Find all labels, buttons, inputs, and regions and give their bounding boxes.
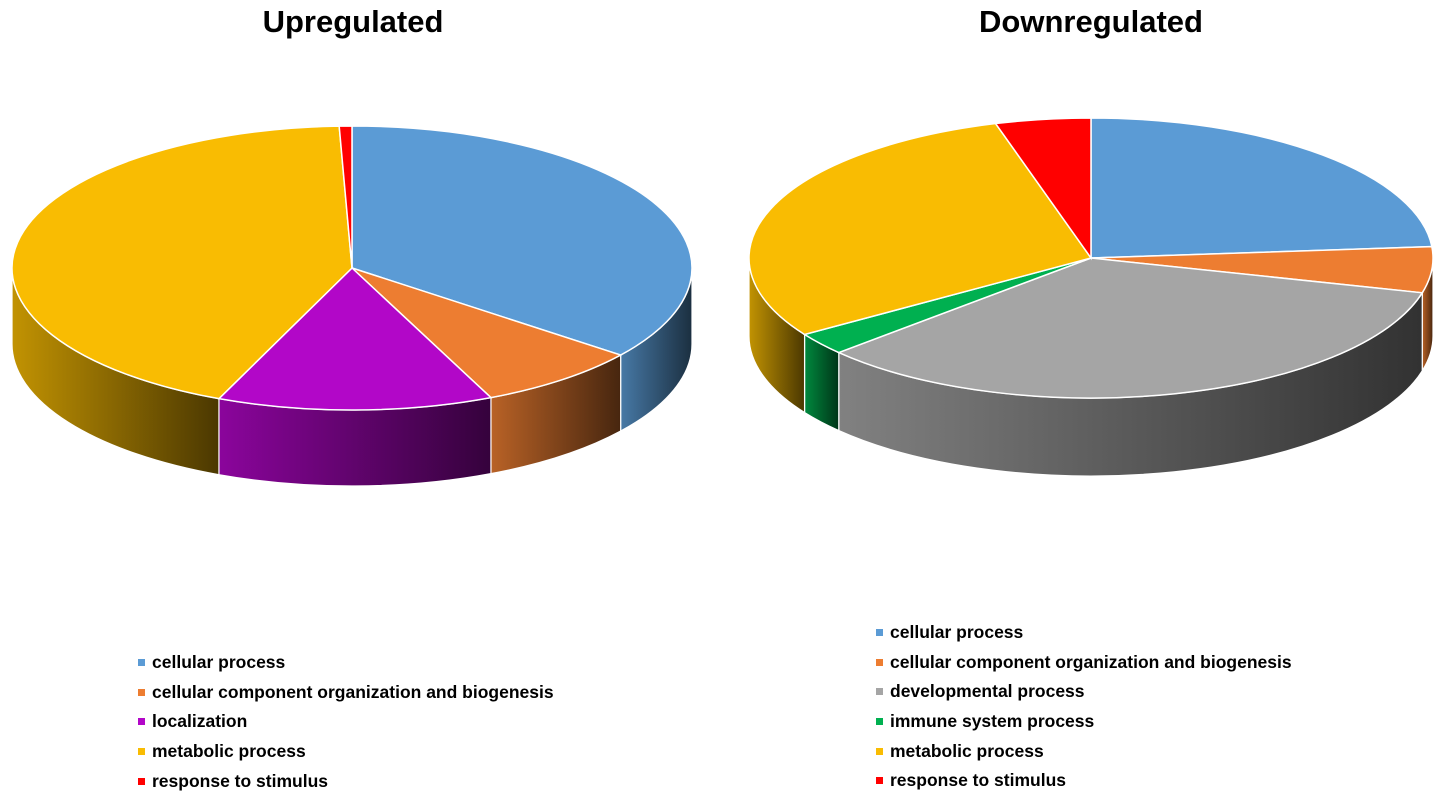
legend-item-response-to-stimulus: response to stimulus [138, 766, 554, 796]
pie-side-walls-up [11, 267, 693, 487]
legend-item-cellular-component-organization-and-biogenesis: cellular component organization and biog… [876, 648, 1292, 678]
legend-swatch [876, 747, 883, 755]
pie-slice-down-developmental-process [836, 257, 1424, 399]
pie-slice-up-response-to-stimulus [338, 125, 353, 269]
legend-label: response to stimulus [890, 770, 1067, 791]
legend-label: metabolic process [890, 740, 1044, 761]
legend-upregulated: cellular process cellular component organ… [138, 648, 554, 796]
legend-label: cellular component organization and biog… [890, 651, 1292, 672]
pie-slice-down-cellular-process [1090, 117, 1433, 259]
legend-label: developmental process [890, 681, 1085, 702]
legend-swatch [138, 718, 145, 726]
pie-slice-up-cellular-process [351, 125, 693, 356]
pie-slice-down-metabolic-process [748, 122, 1093, 336]
pie-slice-up-cellular-component-organization-and-biogenesis [351, 267, 623, 399]
legend-item-cellular-component-organization-and-biogenesis: cellular component organization and biog… [138, 678, 554, 708]
pie-top-down [748, 117, 1434, 399]
pie-slice-up-localization [217, 266, 493, 411]
legend-item-cellular-process: cellular process [876, 618, 1292, 648]
pie-slice-down-response-to-stimulus [994, 117, 1092, 261]
legend-swatch [876, 629, 883, 637]
legend-label: metabolic process [152, 741, 306, 762]
pie-slice-up-metabolic-process [11, 125, 353, 400]
chart-title-downregulated: Downregulated [979, 4, 1203, 39]
pie-side-up-localization [218, 396, 492, 487]
legend-item-response-to-stimulus: response to stimulus [876, 766, 1292, 796]
legend-item-immune-system-process: immune system process [876, 707, 1292, 737]
legend-swatch [876, 688, 883, 696]
legend-swatch [138, 777, 145, 785]
pie-top-up [11, 125, 693, 411]
legend-item-metabolic-process: metabolic process [138, 737, 554, 767]
legend-label: response to stimulus [152, 770, 329, 791]
legend-swatch [138, 659, 145, 667]
legend-swatch [876, 658, 883, 666]
legend-item-developmental-process: developmental process [876, 677, 1292, 707]
chart-title-upregulated: Upregulated [262, 4, 444, 39]
legend-downregulated: cellular process cellular component organ… [876, 618, 1292, 796]
legend-label: cellular process [152, 652, 286, 673]
legend-item-cellular-process: cellular process [138, 648, 554, 678]
legend-swatch [876, 718, 883, 726]
legend-label: localization [152, 711, 248, 732]
legend-label: cellular process [890, 622, 1024, 643]
legend-swatch [138, 688, 145, 696]
legend-swatch [876, 777, 883, 785]
legend-label: cellular component organization and biog… [152, 681, 554, 702]
legend-swatch [138, 748, 145, 756]
legend-item-localization: localization [138, 707, 554, 737]
legend-item-metabolic-process: metabolic process [876, 736, 1292, 766]
legend-label: immune system process [890, 711, 1095, 732]
